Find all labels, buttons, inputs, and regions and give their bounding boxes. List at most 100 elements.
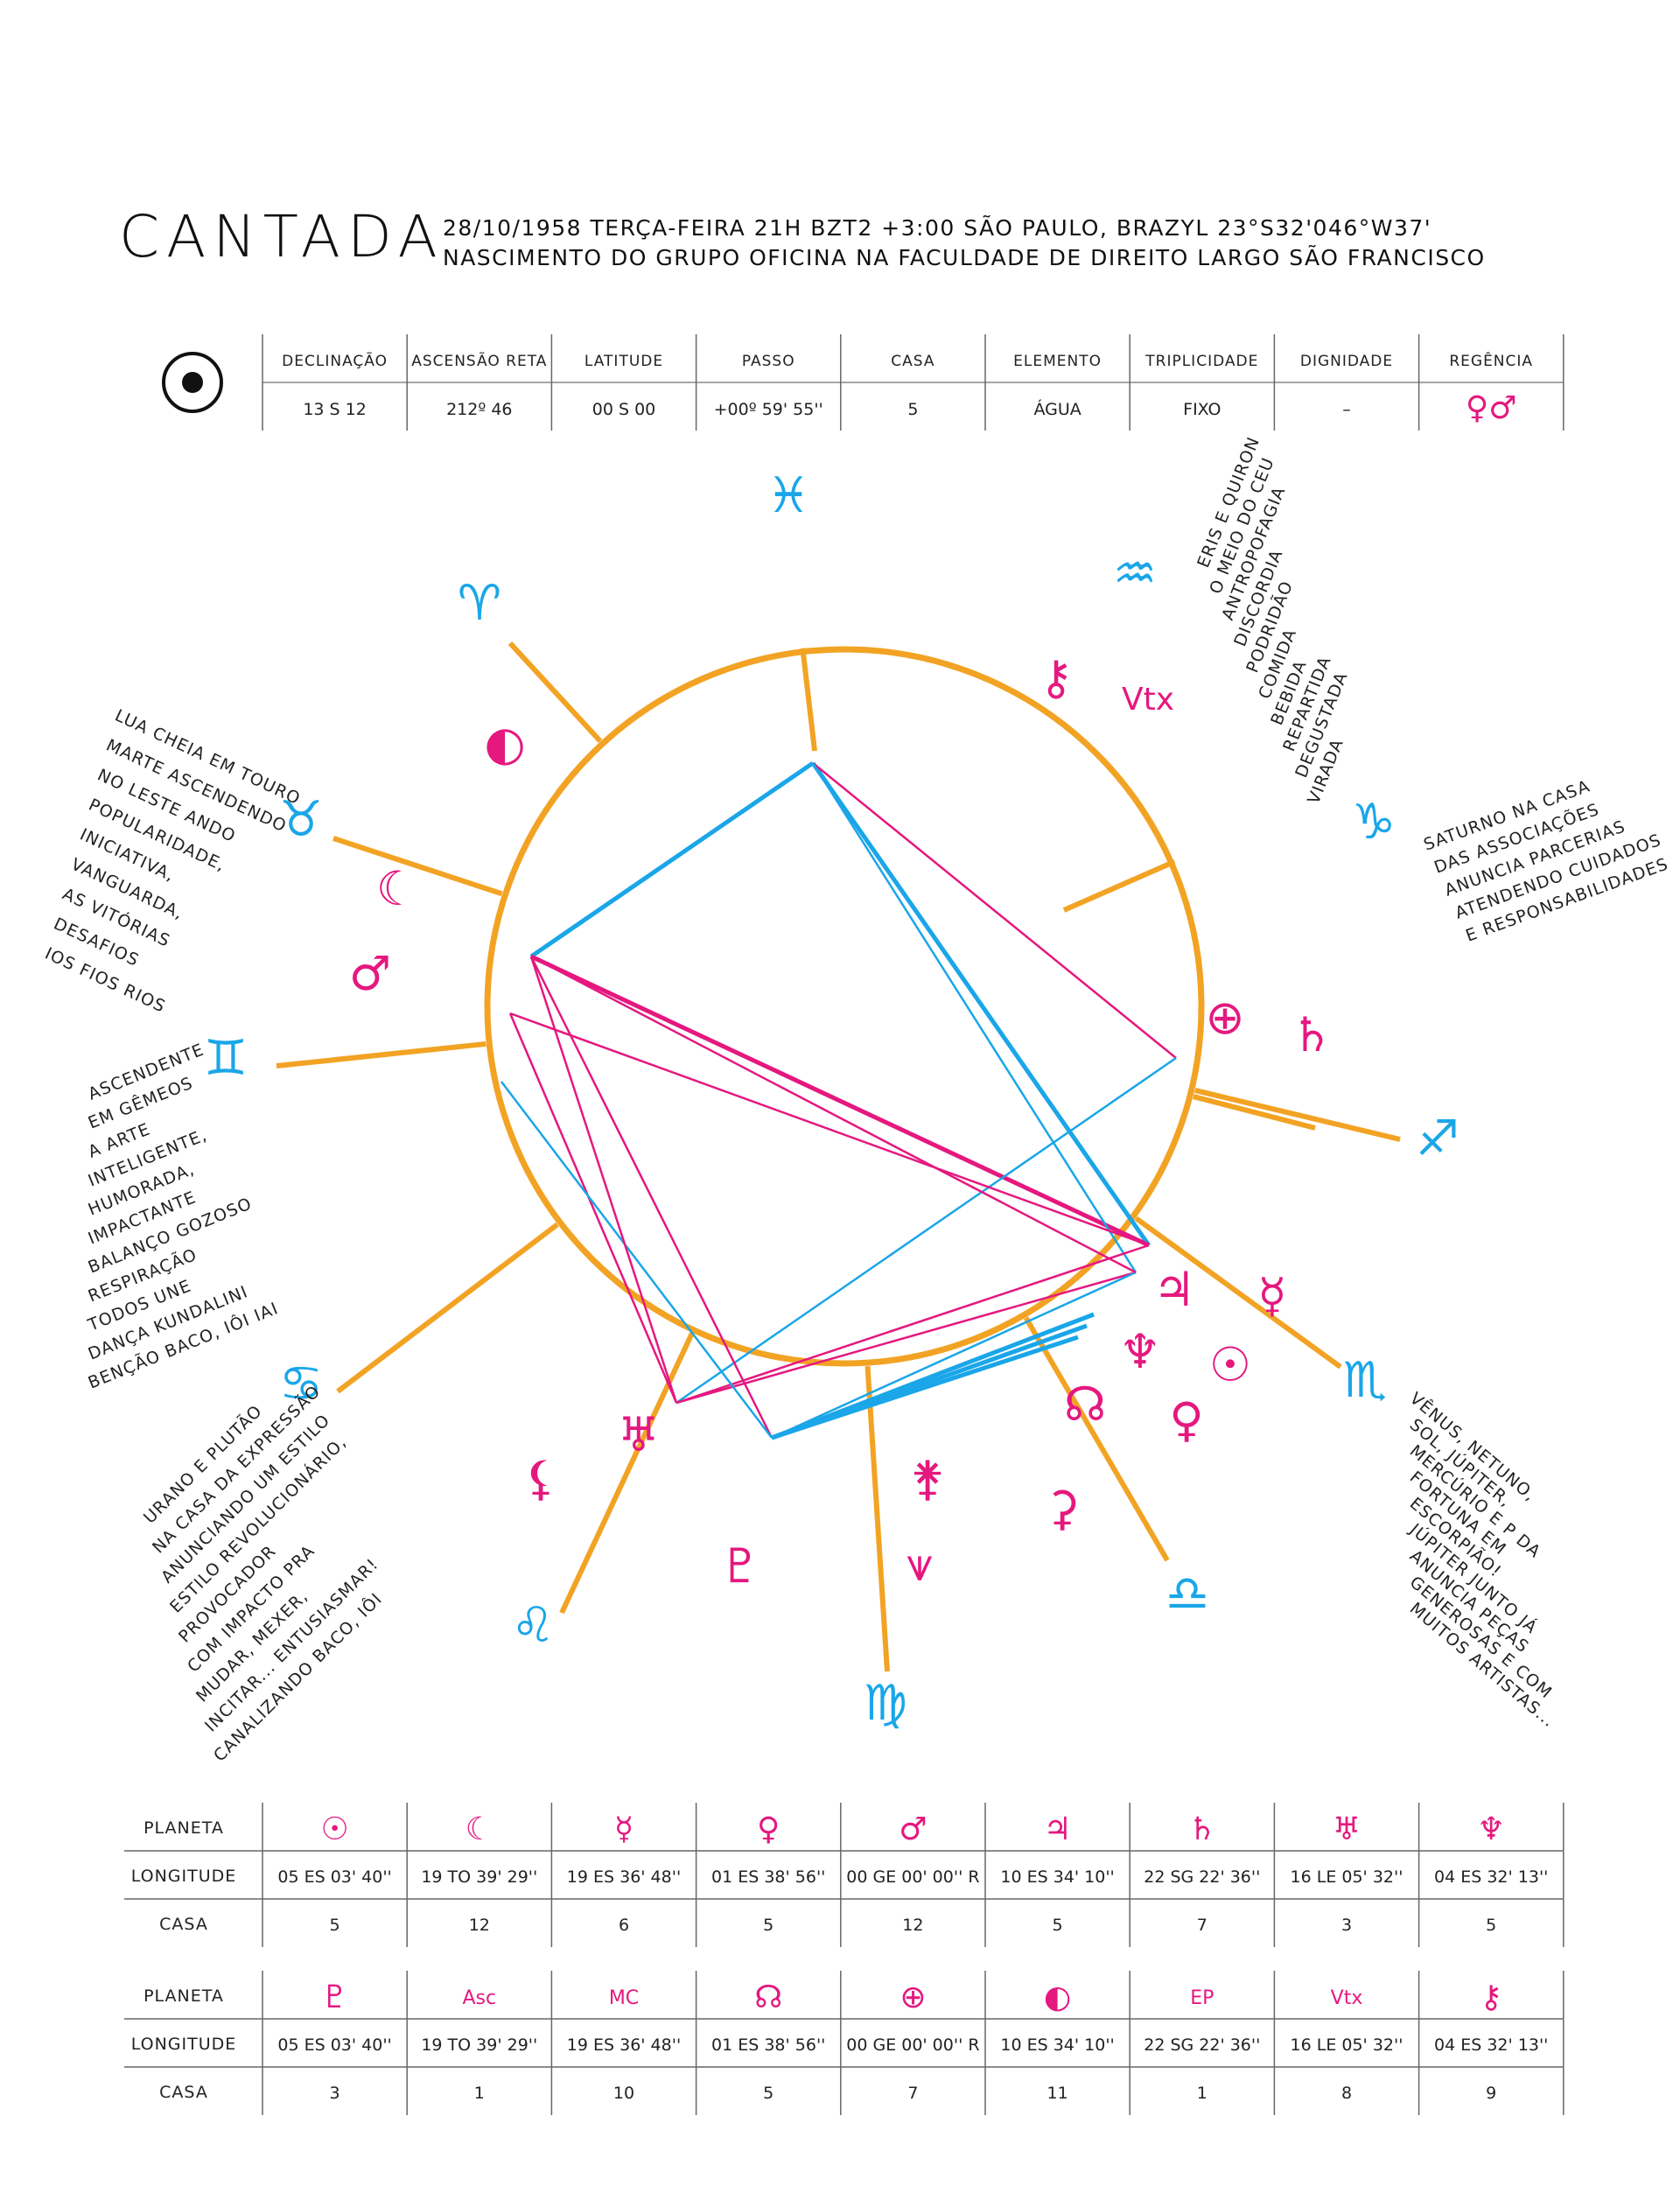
table-casa-value: 5 — [763, 2084, 774, 2103]
sun-table-header: LATITUDE — [584, 353, 663, 370]
table-longitude-value: 19 TO 39' 29'' — [421, 1867, 537, 1887]
north-node-icon: ☊ — [1064, 1377, 1106, 1432]
juno-icon: ⚵ — [910, 1451, 945, 1506]
table-longitude-value: 16 LE 05' 32'' — [1291, 1867, 1404, 1887]
table-longitude-value: 01 ES 38' 56'' — [711, 2035, 825, 2055]
saturn-icon: ♄ — [1188, 1811, 1216, 1847]
north-node-icon: ☊ — [754, 1979, 782, 2015]
aspect-lines — [500, 760, 1177, 1440]
table-longitude-value: 00 GE 00' 00'' R — [846, 1867, 979, 1887]
zodiac-signs: ♓ ♒ ♑ ♐ ♏ ♎ ♍ ♌ ♋ ♊ ♉ ♈ — [204, 467, 1460, 1732]
table-casa-value: 11 — [1047, 2084, 1068, 2103]
sun-icon — [162, 352, 223, 413]
aspect-line — [811, 762, 1138, 1273]
table-casa-value: 3 — [1341, 1916, 1352, 1935]
table-longitude-value: 19 ES 36' 48'' — [567, 2035, 681, 2055]
header-date-line: 28/10/1958 TERÇA-FEIRA 21H BZT2 +3:00 SÃ… — [443, 215, 1432, 241]
mercury-icon: ☿ — [1257, 1268, 1286, 1323]
scorpio-icon: ♏ — [1343, 1352, 1387, 1409]
moon-icon: ☾ — [376, 861, 418, 916]
table-row-label: PLANETA — [144, 1818, 224, 1838]
libra-icon: ♎ — [1166, 1566, 1209, 1622]
house-cusp-line — [336, 1222, 559, 1394]
aspect-line — [676, 1244, 1150, 1405]
sun-table-header: TRIPLICIDADE — [1144, 353, 1258, 370]
house-cusp-line — [800, 648, 817, 752]
table-row-label: LONGITUDE — [131, 2035, 237, 2054]
sun-table-value: – — [1342, 400, 1351, 419]
table-longitude-value: 05 ES 03' 40'' — [277, 1867, 391, 1887]
planet-table-2: PLANETA LONGITUDE CASA ♇ 05 ES 03' 40'' 3 Asc 1… — [124, 1971, 1564, 2115]
sun-table-value: 00 S 00 — [592, 400, 656, 419]
aspect-line — [529, 760, 815, 959]
gemini-icon: ♊ — [204, 1030, 248, 1087]
aries-icon: ♈ — [458, 575, 501, 632]
chiron-icon: ⚷ — [1480, 1979, 1502, 2015]
east-point-label: EP — [1190, 1987, 1214, 2009]
pisces-icon: ♓ — [766, 467, 810, 524]
vertex-label: Vtx — [1331, 1987, 1363, 2009]
table-longitude-value: 22 SG 22' 36'' — [1144, 1867, 1260, 1887]
aspect-line — [529, 956, 774, 1439]
house-cusp-line — [508, 641, 603, 743]
pluto-icon: ♇ — [320, 1979, 348, 2015]
house-cusp-line — [1023, 1316, 1170, 1562]
house-cusp-line — [864, 1365, 890, 1672]
table-casa-value: 5 — [763, 1916, 774, 1935]
table-longitude-value: 04 ES 32' 13'' — [1434, 1867, 1548, 1887]
ascendant-label: Asc — [462, 1987, 496, 2009]
aspect-line — [771, 1271, 1137, 1440]
table-longitude-value: 00 GE 00' 00'' R — [846, 2035, 979, 2055]
sun-table-header: CASA — [891, 353, 934, 370]
moon-last-quarter-icon: ◐ — [1044, 1979, 1071, 2015]
house-cusp-line — [1062, 858, 1176, 913]
sun-table-header: DIGNIDADE — [1300, 353, 1393, 370]
sun-icon: ☉ — [1209, 1337, 1251, 1392]
house-cusp-line — [332, 836, 503, 897]
table-row-label: CASA — [159, 2083, 208, 2102]
table-longitude-value: 19 TO 39' 29'' — [421, 2035, 537, 2055]
lilith-icon: ⚸ — [523, 1451, 558, 1506]
table-longitude-value: 10 ES 34' 10'' — [1000, 2035, 1114, 2055]
chiron-icon: ⚷ — [1039, 650, 1074, 705]
aspect-line — [810, 761, 1152, 1247]
jupiter-icon: ♃ — [1153, 1262, 1195, 1317]
sun-table-header: ELEMENTO — [1013, 353, 1102, 370]
mars-icon: ♂ — [899, 1811, 927, 1847]
table-casa-value: 9 — [1486, 2084, 1496, 2103]
pluto-icon: ♇ — [719, 1538, 761, 1594]
table-row-label: CASA — [159, 1915, 208, 1934]
aspect-line — [771, 1335, 1079, 1440]
header-event-line: NASCIMENTO DO GRUPO OFICINA NA FACULDADE… — [443, 245, 1486, 270]
table-longitude-value: 01 ES 38' 56'' — [711, 1867, 825, 1887]
taurus-icon: ♉ — [279, 791, 323, 848]
wheel-circle — [484, 646, 1205, 1367]
aspect-line — [529, 954, 1151, 1248]
house-cusp-line — [559, 1332, 695, 1615]
sun-table-value: 5 — [907, 400, 918, 419]
aspect-line — [500, 1081, 773, 1439]
moon-icon: ☾ — [466, 1811, 494, 1847]
uranus-icon: ♅ — [1333, 1811, 1361, 1847]
sun-icon-dot — [182, 372, 203, 393]
uranus-icon: ♅ — [618, 1407, 660, 1462]
aspect-line — [509, 1012, 1150, 1247]
aspect-line — [676, 1056, 1177, 1405]
sun-table-value: FIXO — [1183, 400, 1221, 419]
house-cusp-line — [1134, 1216, 1342, 1370]
table-casa-value: 12 — [469, 1916, 490, 1935]
table-casa-value: 1 — [1197, 2084, 1208, 2103]
saturn-icon: ♄ — [1291, 1007, 1333, 1062]
table-casa-value: 5 — [330, 1916, 340, 1935]
venus-icon: ♀ — [1169, 1392, 1204, 1447]
cancer-icon: ♋ — [279, 1356, 323, 1412]
sun-table-value: +00º 59' 55'' — [714, 400, 823, 419]
table-casa-value: 8 — [1341, 2084, 1352, 2103]
aquarius-icon: ♒ — [1113, 545, 1157, 602]
table-casa-value: 5 — [1486, 1916, 1496, 1935]
table-longitude-value: 10 ES 34' 10'' — [1000, 1867, 1114, 1887]
part-of-fortune-icon: ⊕ — [1205, 990, 1244, 1045]
